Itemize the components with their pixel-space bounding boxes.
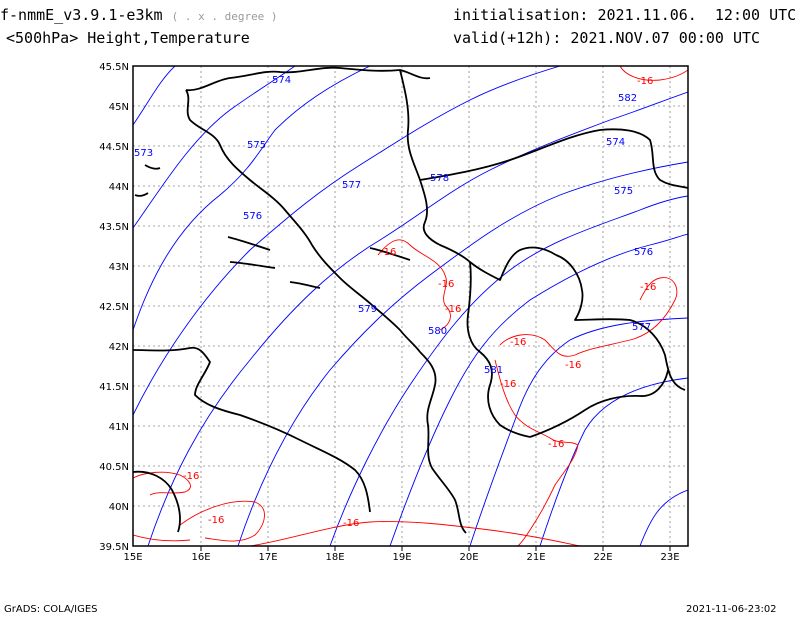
model-title: f-nmmE_v3.9.1-e3km ( . x . degree ) <box>0 6 278 24</box>
lon-tick: 15E <box>123 552 142 563</box>
lon-tick: 17E <box>258 552 277 563</box>
lat-tick: 40N <box>109 502 129 513</box>
height-label: 576 <box>243 211 262 222</box>
country-borders <box>133 66 688 534</box>
temperature-label: -16 <box>208 515 224 526</box>
lat-tick: 44.5N <box>99 142 129 153</box>
lat-tick: 45N <box>109 102 129 113</box>
lon-tick: 18E <box>325 552 344 563</box>
temperature-contours <box>133 66 688 546</box>
map-frame <box>132 65 689 547</box>
height-label: 574 <box>606 137 625 148</box>
lat-tick: 41.5N <box>99 382 129 393</box>
temperature-labels: -16 -16 -16 -16 -16 -16 -16 -16 -16 -16 … <box>183 76 656 529</box>
temperature-label: -16 <box>548 439 564 450</box>
height-label: 577 <box>632 322 651 333</box>
lat-tick: 42N <box>109 342 129 353</box>
temperature-label: -16 <box>438 279 454 290</box>
height-labels: 574 575 576 577 578 579 580 581 582 573 … <box>134 75 653 376</box>
lat-tick: 44N <box>109 182 129 193</box>
footer-credit: GrADS: COLA/IGES <box>4 604 98 615</box>
lon-tick: 16E <box>191 552 210 563</box>
lat-tick-labels: 39.5N 40N 40.5N 41N 41.5N 42N 42.5N 43N … <box>99 62 129 553</box>
lon-tick: 21E <box>526 552 545 563</box>
lat-tick: 42.5N <box>99 302 129 313</box>
lat-tick: 39.5N <box>99 542 129 553</box>
lon-tick: 22E <box>593 552 612 563</box>
height-label: 574 <box>272 75 291 86</box>
height-label: 573 <box>134 148 153 159</box>
temperature-label: -16 <box>445 304 461 315</box>
units-label: ( . x . degree ) <box>171 10 278 23</box>
temperature-label: -16 <box>343 518 359 529</box>
lat-tick: 40.5N <box>99 462 129 473</box>
temperature-label: -16 <box>183 471 199 482</box>
height-label: 581 <box>484 365 503 376</box>
lon-tick: 23E <box>660 552 679 563</box>
temperature-label: -16 <box>380 247 396 258</box>
height-label: 582 <box>618 93 637 104</box>
height-label: 576 <box>634 247 653 258</box>
temperature-label: -16 <box>565 360 581 371</box>
height-label: 580 <box>428 326 447 337</box>
tick-marks <box>200 546 671 551</box>
height-label: 575 <box>614 186 633 197</box>
height-label: 575 <box>247 140 266 151</box>
height-label: 578 <box>430 173 449 184</box>
temperature-label: -16 <box>640 282 656 293</box>
lon-tick: 19E <box>392 552 411 563</box>
lon-tick-labels: 15E 16E 17E 18E 19E 20E 21E 22E 23E <box>123 552 679 563</box>
lat-tick: 43N <box>109 262 129 273</box>
lon-tick: 20E <box>459 552 478 563</box>
lat-tick: 43.5N <box>99 222 129 233</box>
lat-tick: 41N <box>109 422 129 433</box>
level-title: <500hPa> Height,Temperature <box>6 29 250 47</box>
height-label: 577 <box>342 180 361 191</box>
lat-tick: 45.5N <box>99 62 129 73</box>
temperature-label: -16 <box>500 379 516 390</box>
init-time: initialisation: 2021.11.06. 12:00 UTC <box>453 6 797 24</box>
height-label: 579 <box>358 304 377 315</box>
footer-timestamp: 2021-11-06-23:02 <box>686 604 777 615</box>
valid-time: valid(+12h): 2021.NOV.07 00:00 UTC <box>453 29 761 47</box>
model-name: f-nmmE_v3.9.1-e3km <box>0 6 163 24</box>
temperature-label: -16 <box>637 76 653 87</box>
temperature-label: -16 <box>510 337 526 348</box>
